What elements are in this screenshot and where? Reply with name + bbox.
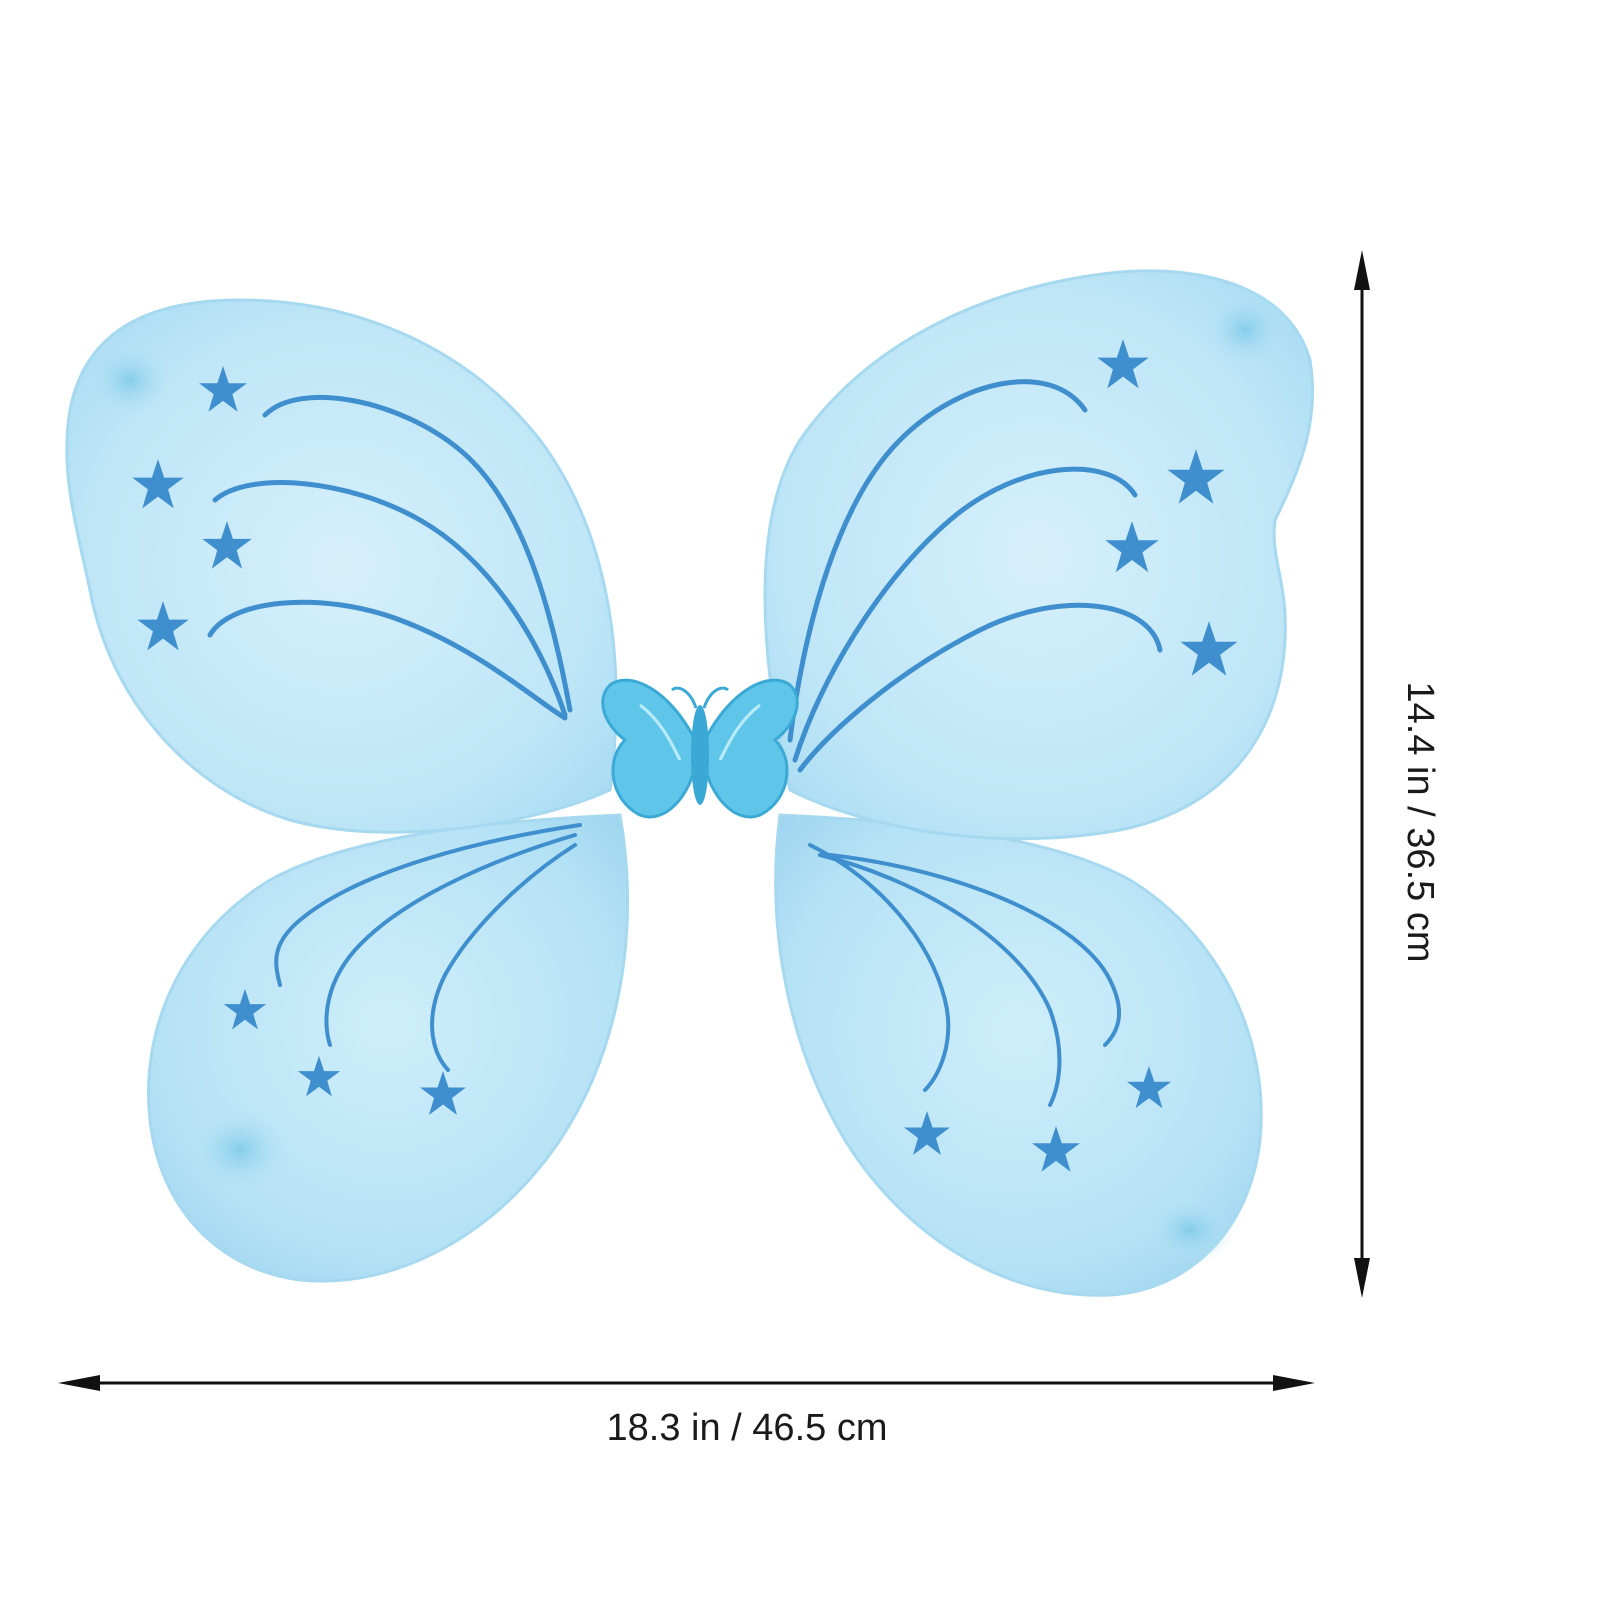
upper-right-wing [763, 269, 1315, 841]
lower-left-wing [147, 813, 629, 1283]
lower-left-glitter-swirls [274, 823, 582, 1072]
lower-right-glitter-swirls [808, 843, 1122, 1107]
height-dimension-label: 14.4 in / 36.5 cm [1399, 682, 1441, 963]
width-dimension-arrow [58, 1375, 1315, 1391]
upper-right-glitter-swirls [787, 379, 1163, 773]
width-dimension-label: 18.3 in / 46.5 cm [607, 1407, 888, 1449]
upper-left-glitter-swirls [207, 395, 573, 721]
center-butterfly-ornament [601, 678, 799, 819]
lower-right-wing [774, 813, 1263, 1297]
upper-left-wing [65, 298, 618, 834]
height-dimension-arrow [1354, 250, 1370, 1298]
